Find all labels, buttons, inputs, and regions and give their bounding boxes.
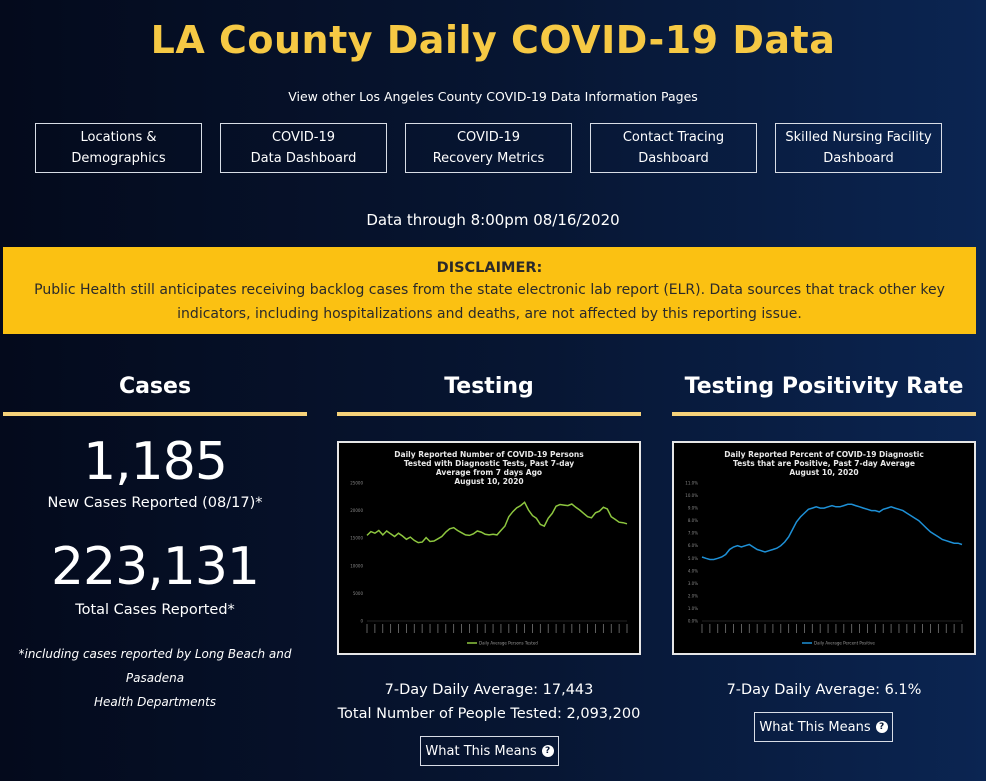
legend-label: Daily Average Persons Tested (479, 641, 538, 646)
series-line (701, 503, 963, 561)
positivity-daily-average: 7-Day Daily Average: 6.1% (726, 682, 922, 698)
skilled-nursing-button[interactable]: Skilled Nursing Facility Dashboard (775, 123, 942, 173)
legend-label: Daily Average Percent Positive (814, 641, 875, 646)
disclaimer-heading: DISCLAIMER: (436, 260, 543, 276)
footnote-line1: *including cases reported by Long Beach … (18, 647, 292, 685)
y-tick-label: 0.0% (688, 619, 698, 624)
y-tick-label: 5000 (353, 591, 364, 596)
chart-subtitle: August 10, 2020 (789, 468, 858, 477)
question-circle-icon: ? (541, 745, 554, 757)
y-tick-label: 6.0% (688, 543, 698, 548)
button-label-line1: COVID-19 (456, 130, 521, 145)
y-tick-label: 4.0% (688, 568, 698, 573)
chart-title-line: Average from 7 days Ago (436, 468, 542, 477)
positivity-divider (672, 412, 976, 416)
new-cases-label: New Cases Reported (08/17)* (47, 495, 263, 511)
cases-divider (3, 412, 307, 416)
y-tick-label: 0 (360, 619, 363, 624)
positivity-chart: Daily Reported Percent of COVID-19 Diagn… (672, 441, 976, 655)
series-line (366, 501, 628, 544)
button-label: What This Means (425, 743, 537, 759)
y-tick-label: 20000 (350, 508, 363, 513)
button-label-line2: Recovery Metrics (432, 151, 545, 166)
question-circle-icon: ? (875, 721, 888, 733)
disclaimer-body: Public Health still anticipates receivin… (34, 282, 945, 322)
locations-demographics-button[interactable]: Locations & Demographics (35, 123, 202, 173)
chart-title-line: Daily Reported Percent of COVID-19 Diagn… (724, 450, 924, 459)
y-tick-label: 8.0% (688, 518, 698, 523)
y-tick-label: 7.0% (688, 531, 698, 536)
testing-divider (337, 412, 641, 416)
positivity-heading: Testing Positivity Rate (684, 374, 964, 399)
footnote-line2: Health Departments (93, 695, 217, 709)
total-cases-label: Total Cases Reported* (75, 602, 235, 618)
disclaimer-banner: DISCLAIMER: Public Health still anticipa… (3, 247, 976, 334)
y-tick-label: 2.0% (688, 593, 698, 598)
chart-title-line: Tested with Diagnostic Tests, Past 7-day (404, 459, 574, 468)
button-label-line2: Dashboard (823, 151, 894, 166)
y-tick-label: 1.0% (688, 606, 698, 611)
y-tick-label: 11.0% (685, 481, 698, 486)
page-title: LA County Daily COVID-19 Data (150, 18, 836, 62)
y-tick-label: 15000 (350, 536, 363, 541)
positivity-what-this-means-button[interactable]: What This Means ? (754, 712, 893, 742)
y-tick-label: 3.0% (688, 581, 698, 586)
testing-chart: Daily Reported Number of COVID-19 Person… (337, 441, 641, 655)
button-label-line2: Data Dashboard (250, 151, 357, 166)
y-tick-label: 25000 (350, 481, 363, 486)
chart-subtitle: August 10, 2020 (454, 477, 523, 486)
button-label-line2: Dashboard (638, 151, 709, 166)
chart-title-line: Daily Reported Number of COVID-19 Person… (394, 450, 584, 459)
testing-chart-svg: Daily Reported Number of COVID-19 Person… (350, 450, 628, 646)
y-tick-label: 9.0% (688, 506, 698, 511)
testing-what-this-means-button[interactable]: What This Means ? (420, 736, 559, 766)
contact-tracing-button[interactable]: Contact Tracing Dashboard (590, 123, 757, 173)
positivity-chart-svg: Daily Reported Percent of COVID-19 Diagn… (685, 450, 963, 646)
button-label-line2: Demographics (71, 151, 166, 166)
y-tick-label: 10000 (350, 563, 363, 568)
button-label-line1: Skilled Nursing Facility (785, 130, 932, 145)
data-dashboard-button[interactable]: COVID-19 Data Dashboard (220, 123, 387, 173)
button-label-line1: Locations & (80, 130, 157, 145)
recovery-metrics-button[interactable]: COVID-19 Recovery Metrics (405, 123, 572, 173)
new-cases-count: 1,185 (83, 432, 228, 492)
testing-daily-average: 7-Day Daily Average: 17,443 (384, 682, 594, 698)
y-tick-label: 5.0% (688, 556, 698, 561)
testing-heading: Testing (444, 374, 534, 399)
data-through-date: Data through 8:00pm 08/16/2020 (366, 211, 620, 229)
nav-subtitle: View other Los Angeles County COVID-19 D… (288, 89, 698, 104)
chart-title-line: Tests that are Positive, Past 7-day Aver… (733, 459, 915, 468)
button-label: What This Means (759, 719, 871, 735)
cases-heading: Cases (118, 374, 192, 399)
button-label-line1: Contact Tracing (622, 130, 725, 145)
button-label-line1: COVID-19 (271, 130, 336, 145)
total-cases-count: 223,131 (50, 537, 260, 597)
cases-footnote: *including cases reported by Long Beach … (0, 642, 310, 714)
testing-total-tested: Total Number of People Tested: 2,093,200 (337, 706, 641, 722)
y-tick-label: 10.0% (685, 493, 698, 498)
